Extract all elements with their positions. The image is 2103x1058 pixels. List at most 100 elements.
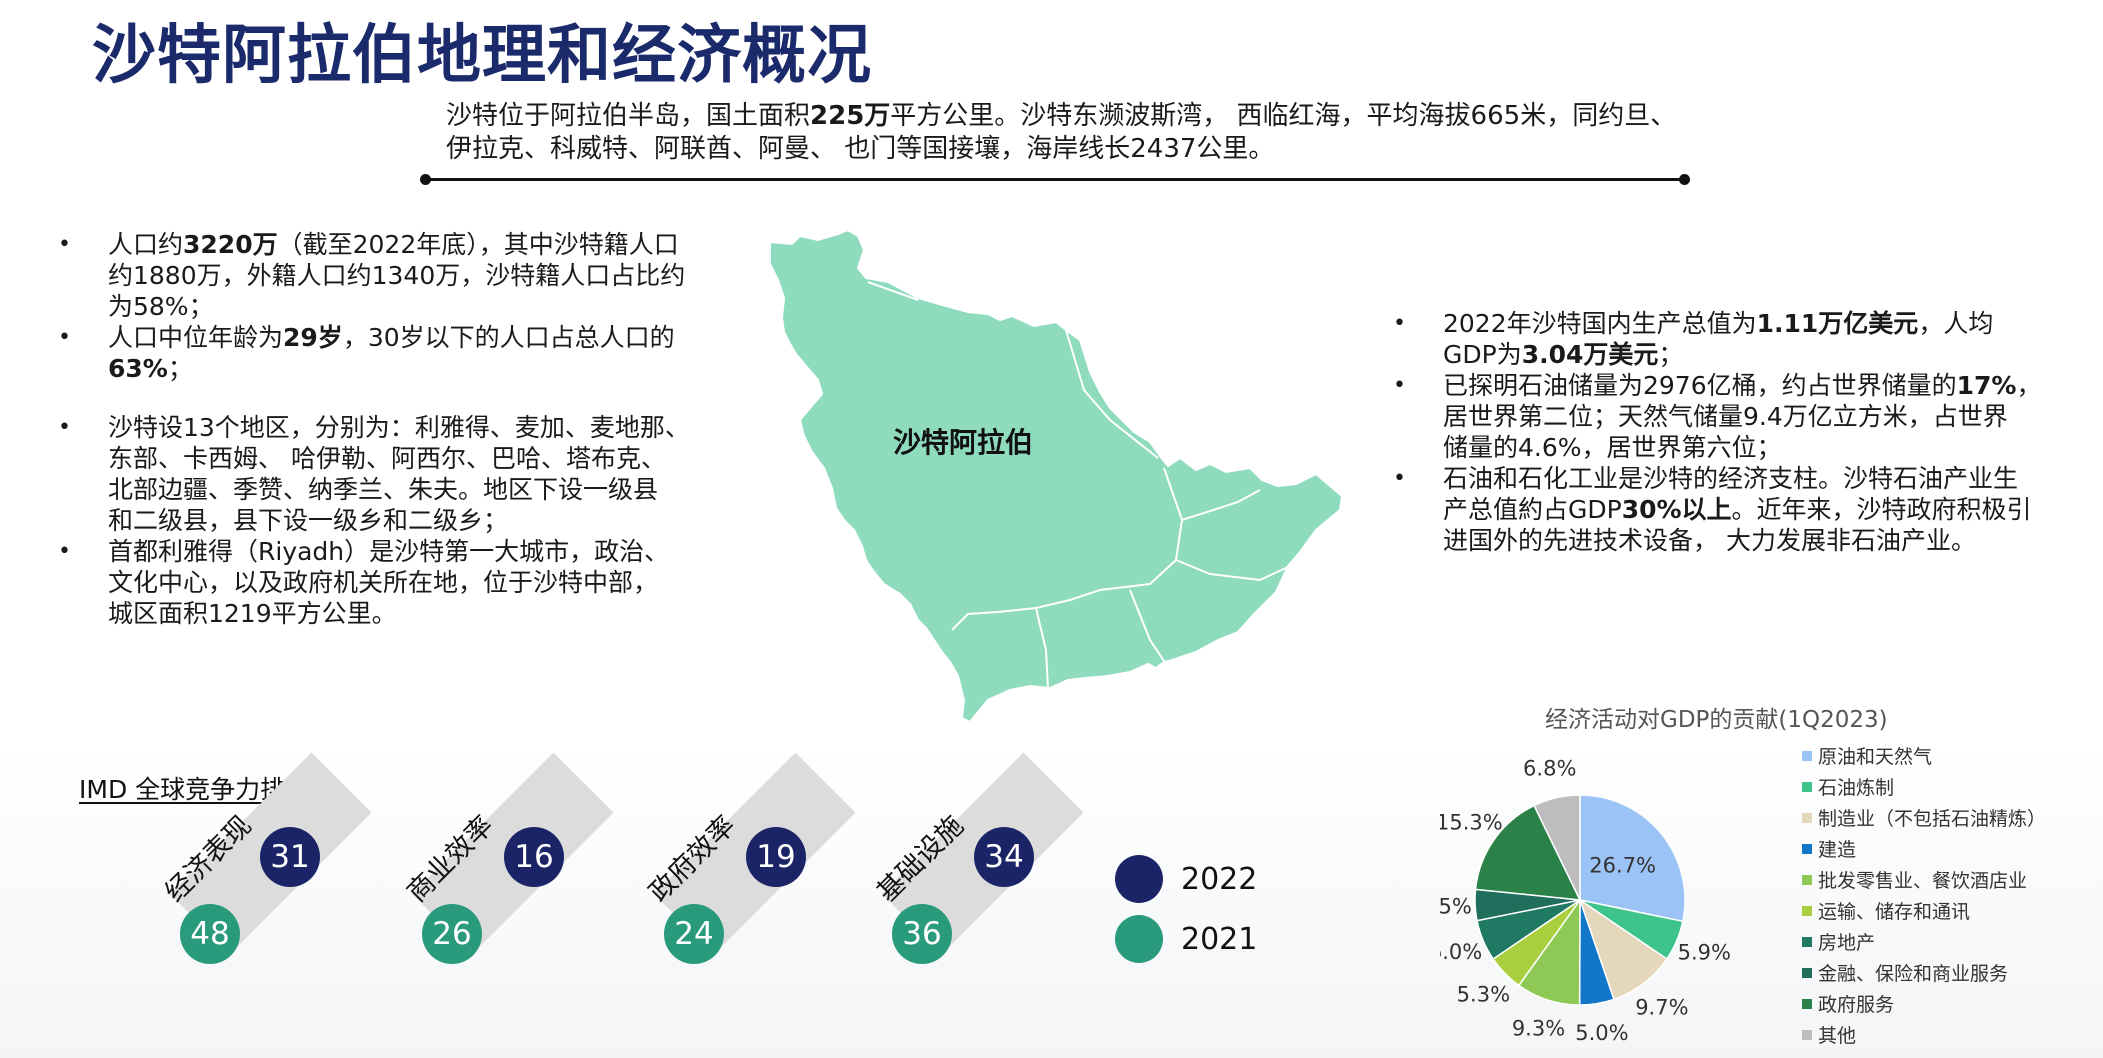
text-line: 和二级县，县下设一级乡和二级乡； — [108, 506, 509, 535]
legend-label: 运输、储存和通讯 — [1818, 901, 1971, 923]
legend-label: 其他 — [1818, 1025, 1857, 1047]
text-part: ； — [167, 354, 193, 383]
legend-label: 金融、保险和商业服务 — [1818, 963, 2009, 985]
intro-line-1: 沙特位于阿拉伯半岛，国土面积225万平方公里。沙特东濒波斯湾， 西临红海，平均海… — [446, 100, 1706, 133]
map-region-borders — [867, 281, 1291, 689]
legend-swatch — [1802, 812, 1812, 823]
oil-share-value: 17% — [1956, 371, 2017, 400]
map-country-shape — [769, 228, 1344, 724]
text-line: 城区面积1219平方公里。 — [108, 599, 397, 628]
legend-entry: 房地产 — [1802, 926, 2046, 957]
pie-data-label: 5.3% — [1457, 982, 1510, 1006]
legend-swatch — [1802, 1029, 1812, 1040]
intro-area-value: 225万 — [810, 101, 891, 131]
intro-text: 沙特位于阿拉伯半岛，国土面积225万平方公里。沙特东濒波斯湾， 西临红海，平均海… — [446, 100, 1706, 166]
text-line: 北部边疆、季赞、纳季兰、朱夫。地区下设一级县 — [108, 475, 659, 504]
list-item-reserves: 已探明石油储量为2976亿桶，约占世界储量的17%， 居世界第二位；天然气储量9… — [1393, 370, 2073, 463]
saudi-arabia-map — [769, 228, 1344, 724]
rank-2021-badge: 36 — [892, 904, 952, 964]
pie-legend: 原油和天然气 石油炼制 制造业（不包括石油精炼） 建造 批发零售业、餐饮酒店业 运输、储存… — [1802, 740, 2046, 1050]
text-part: 已探明石油储量为2976亿桶，约占世界储量的 — [1443, 371, 1957, 400]
list-item-capital: 首都利雅得（Riyadh）是沙特第一大城市，政治、 文化中心，以及政府机关所在地… — [58, 536, 718, 629]
divider-line — [420, 174, 1690, 185]
pie-slice — [1533, 794, 1581, 901]
legend-entry: 制造业（不包括石油精炼） — [1802, 802, 2046, 833]
text-part: ，人均 — [1918, 309, 1994, 338]
imd-tag-infrastructure: 基础设施 34 36 — [862, 752, 1084, 1010]
legend-swatch — [1802, 750, 1812, 761]
list-item-median-age: 人口中位年龄为29岁，30岁以下的人口占总人口的 63%； — [58, 322, 718, 384]
text-part: GDP为 — [1443, 340, 1522, 369]
pie-data-label: 6.0% — [1440, 940, 1482, 964]
text-line: 首都利雅得（Riyadh）是沙特第一大城市，政治、 — [108, 537, 670, 566]
legend-swatch — [1802, 874, 1812, 885]
demographics-list: 人口约3220万（截至2022年底），其中沙特籍人口 约1880万，外籍人口约1… — [58, 229, 718, 629]
legend-2022: 2022 — [1115, 855, 1257, 903]
legend-label: 政府服务 — [1818, 994, 1895, 1016]
legend-swatch — [1802, 967, 1812, 978]
divider-stroke — [424, 178, 1686, 181]
pie-data-label: 26.7% — [1589, 853, 1656, 877]
legend-2021: 2021 — [1115, 915, 1257, 963]
pie-chart-title: 经济活动对GDP的贡献(1Q2023) — [1545, 707, 1888, 733]
divider-dot-left — [420, 174, 431, 185]
legend-entry: 原油和天然气 — [1802, 740, 2046, 771]
median-age-value: 29岁 — [283, 323, 343, 352]
rank-2022-badge: 31 — [260, 827, 320, 887]
text-line: 约1880万，外籍人口约1340万，沙特籍人口占比约 — [108, 261, 686, 290]
text-part: ； — [1658, 340, 1684, 369]
pie-data-label: 15.3% — [1440, 811, 1503, 835]
rank-2021-badge: 24 — [664, 904, 724, 964]
legend-entry: 其他 — [1802, 1019, 2046, 1050]
legend-entry: 政府服务 — [1802, 988, 2046, 1019]
text-line: 东部、卡西姆、 哈伊勒、阿西尔、巴哈、塔布克、 — [108, 444, 666, 473]
text-line: 石油和石化工业是沙特的经济支柱。沙特石油产业生 — [1443, 464, 2019, 493]
pie-data-label: 9.3% — [1512, 1016, 1565, 1040]
legend-swatch — [1802, 843, 1812, 854]
oil-gdp-share-value: 30%以上 — [1621, 495, 1732, 524]
imd-tag-economic: 经济表现 31 48 — [150, 752, 372, 1010]
legend-label: 石油炼制 — [1818, 777, 1895, 799]
text-part: 2022年沙特国内生产总值为 — [1443, 309, 1757, 338]
intro-text-part: 平方公里。沙特东濒波斯湾， 西临红海，平均海拔665米，同约旦、 — [890, 101, 1677, 131]
text-line: 为58%； — [108, 292, 214, 321]
rank-2021-badge: 26 — [422, 904, 482, 964]
gdp-value: 1.11万亿美元 — [1756, 309, 1919, 338]
text-part: 。近年来，沙特政府积极引 — [1731, 495, 2032, 524]
pie-data-label: 5.0% — [1575, 1021, 1628, 1045]
legend-entry: 金融、保险和商业服务 — [1802, 957, 2046, 988]
population-value: 3220万 — [183, 230, 278, 259]
text-part: 人口约 — [108, 230, 184, 259]
text-line: 进国外的先进技术设备， 大力发展非石油产业。 — [1443, 526, 1976, 555]
legend-2022-label: 2022 — [1181, 861, 1258, 897]
text-part: 产总值約占GDP — [1443, 495, 1622, 524]
text-line: 沙特设13个地区，分别为：利雅得、麦加、麦地那、 — [108, 413, 690, 442]
legend-swatch — [1802, 905, 1812, 916]
pie-data-label: 9.7% — [1635, 995, 1688, 1019]
pie-slice — [1579, 794, 1686, 923]
text-part: ，30岁以下的人口占总人口的 — [342, 323, 675, 352]
rank-2022-badge: 19 — [746, 827, 806, 887]
legend-2021-swatch — [1115, 915, 1163, 963]
rank-2022-badge: 34 — [974, 827, 1034, 887]
legend-swatch — [1802, 936, 1812, 947]
legend-2022-swatch — [1115, 855, 1163, 903]
list-item-gdp: 2022年沙特国内生产总值为1.11万亿美元，人均 GDP为3.04万美元； — [1393, 308, 2073, 370]
intro-text-part: 沙特位于阿拉伯半岛，国土面积 — [446, 101, 811, 131]
legend-entry: 运输、储存和通讯 — [1802, 895, 2046, 926]
legend-label: 原油和天然气 — [1818, 746, 1933, 768]
intro-line-2: 伊拉克、科威特、阿联酋、阿曼、 也门等国接壤，海岸线长2437公里。 — [446, 134, 1275, 164]
legend-label: 建造 — [1818, 839, 1857, 861]
legend-label: 制造业（不包括石油精炼） — [1818, 808, 2047, 830]
legend-swatch — [1802, 781, 1812, 792]
youth-share-value: 63% — [108, 354, 168, 383]
rank-2022-badge: 16 — [504, 827, 564, 887]
text-line: 居世界第二位；天然气储量9.4万亿立方米，占世界 — [1443, 402, 2008, 431]
legend-label: 房地产 — [1818, 932, 1876, 954]
legend-entry: 建造 — [1802, 833, 2046, 864]
list-item-regions: 沙特设13个地区，分别为：利雅得、麦加、麦地那、 东部、卡西姆、 哈伊勒、阿西尔… — [58, 412, 718, 536]
pie-data-label: 5.9% — [1678, 941, 1731, 965]
page-title: 沙特阿拉伯地理和经济概况 — [92, 19, 872, 93]
list-item-population: 人口约3220万（截至2022年底），其中沙特籍人口 约1880万，外籍人口约1… — [58, 229, 718, 322]
economy-list: 2022年沙特国内生产总值为1.11万亿美元，人均 GDP为3.04万美元； 已… — [1393, 308, 2073, 556]
